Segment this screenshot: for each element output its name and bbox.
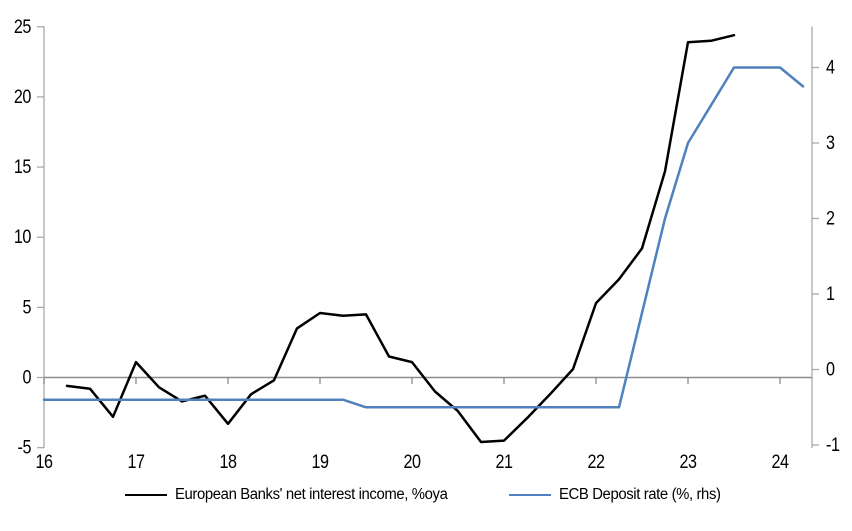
right-axis-tick-label: 3 bbox=[826, 132, 835, 154]
legend-label-nii: European Banks' net interest income, %oy… bbox=[174, 486, 448, 503]
series-line-1 bbox=[42, 66, 805, 409]
x-axis-tick-label: 24 bbox=[771, 451, 789, 473]
x-axis-tick-label: 16 bbox=[35, 451, 53, 473]
chart-legend: European Banks' net interest income, %oy… bbox=[0, 486, 852, 504]
right-axis-tick-label: 1 bbox=[826, 283, 835, 305]
x-axis-tick-label: 21 bbox=[495, 451, 512, 473]
legend-item-ecb: ECB Deposit rate (%, rhs) bbox=[508, 486, 727, 504]
x-axis-tick-label: 19 bbox=[311, 451, 328, 473]
legend-line-sample-blue bbox=[508, 494, 551, 496]
right-axis-tick-label: 0 bbox=[826, 358, 835, 380]
x-axis-tick-label: 22 bbox=[587, 451, 604, 473]
x-axis-tick-label: 23 bbox=[679, 451, 697, 473]
legend-label-ecb: ECB Deposit rate (%, rhs) bbox=[558, 486, 721, 503]
left-axis-tick-label: 0 bbox=[22, 366, 31, 388]
x-axis-tick-label: 17 bbox=[127, 451, 144, 473]
left-axis-tick-label: 10 bbox=[14, 226, 32, 248]
left-axis-tick-label: 25 bbox=[14, 16, 32, 38]
right-axis-tick-label: 2 bbox=[826, 207, 835, 229]
right-axis-tick-label: -1 bbox=[826, 434, 840, 456]
left-axis-tick-label: -5 bbox=[17, 436, 31, 458]
x-axis-tick-label: 18 bbox=[219, 451, 237, 473]
x-axis-tick-label: 20 bbox=[403, 451, 421, 473]
legend-line-sample-black bbox=[124, 494, 167, 496]
legend-item-nii: European Banks' net interest income, %oy… bbox=[124, 486, 459, 504]
left-axis-tick-label: 15 bbox=[14, 156, 32, 178]
left-axis-tick-label: 5 bbox=[22, 296, 31, 318]
left-axis-tick-label: 20 bbox=[14, 86, 32, 108]
series-line-0 bbox=[65, 33, 736, 444]
right-axis-tick-label: 4 bbox=[826, 56, 835, 78]
